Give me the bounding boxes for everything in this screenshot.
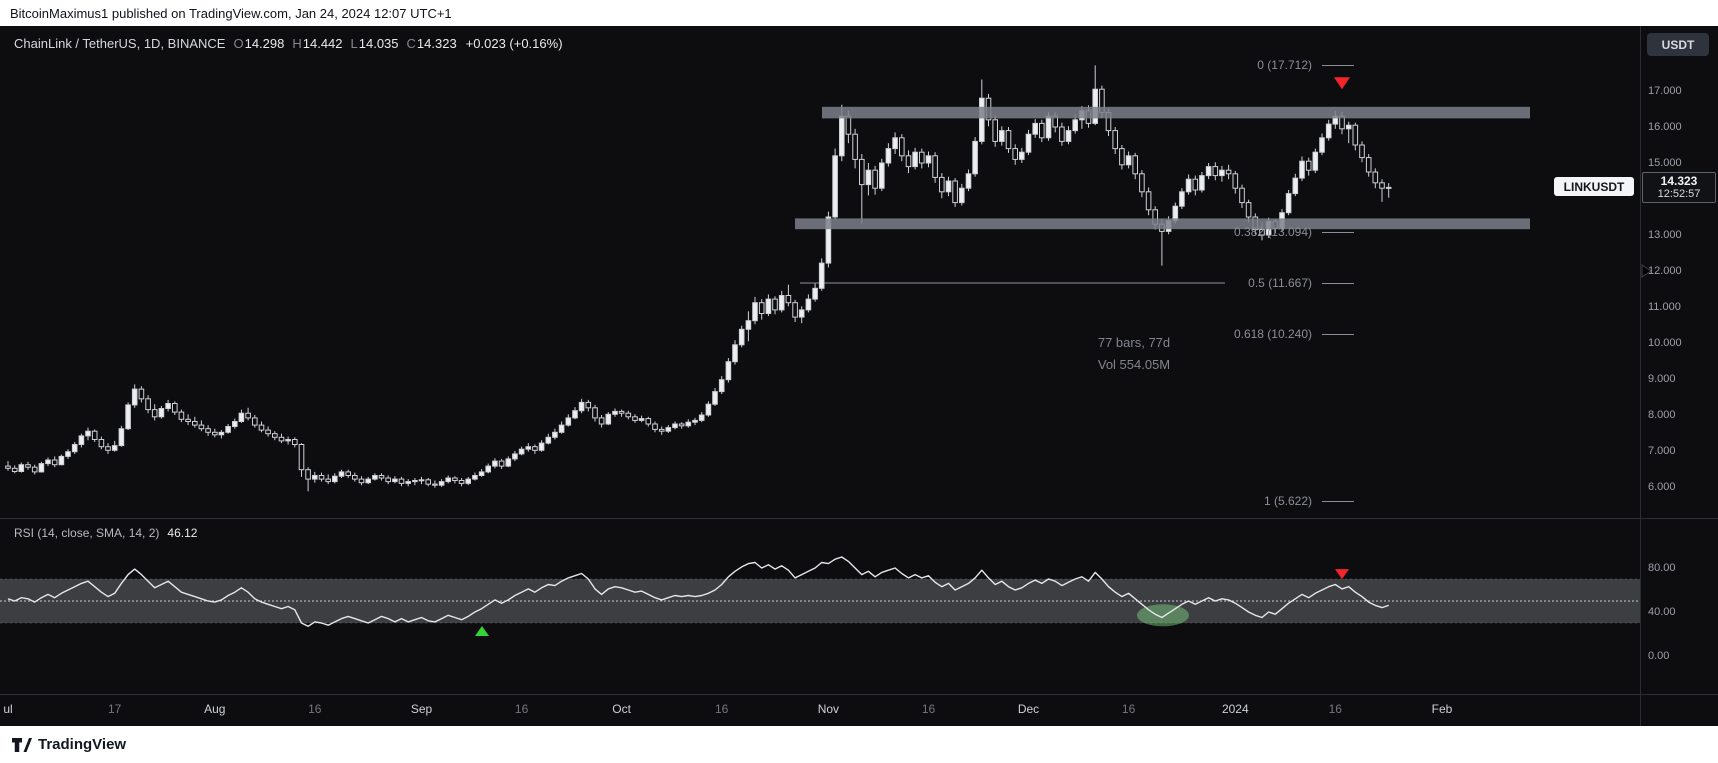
attribution-text: BitcoinMaximus1 published on TradingView… [10,5,452,21]
rsi-tick: 0.00 [1648,650,1670,662]
currency-toggle-button[interactable]: USDT [1647,33,1709,56]
rsi-buy-arrow[interactable] [475,626,489,636]
chart-canvas [0,26,1718,726]
tradingview-logo-icon [12,737,32,752]
time-axis-label: 16 [514,702,529,716]
price-axis-arrow-marker[interactable] [1641,264,1652,278]
time-axis[interactable]: ul 17 Aug 16 Sep 16 Oct 16 Nov 16 Dec 16 2024 16 Feb [0,694,1718,726]
time-axis-label: 16 [1121,702,1136,716]
footer-bar: TradingView [0,726,1718,763]
tradingview-brand-link[interactable]: TradingView [12,736,126,753]
price-tick: 13.000 [1648,229,1682,241]
time-axis-label: Feb [1431,702,1453,716]
time-axis-label: 16 [1328,702,1342,716]
price-tick: 8.000 [1648,409,1676,421]
price-tick: 6.000 [1648,481,1676,493]
tradingview-brand-text: TradingView [38,736,127,753]
sell-signal-marker[interactable] [1334,77,1350,90]
resistance-zone[interactable] [822,106,1530,119]
rsi-highlight-ellipse[interactable] [1137,604,1189,627]
last-price-label: 14.323 12:52:57 [1642,172,1716,203]
ohlc-open-key: O [233,36,244,51]
time-axis-label: Aug [204,702,226,716]
attribution-bar: BitcoinMaximus1 published on TradingView… [0,0,1718,26]
rsi-line [7,556,1389,627]
rsi-sell-arrow[interactable] [1335,569,1349,580]
symbol-legend: ChainLink / TetherUS, 1D, BINANCE O14.298… [14,36,563,51]
last-price-value: 14.323 [1660,174,1698,188]
measure-bars-text: 77 bars, 77d [1097,335,1171,350]
time-axis-label: 16 [715,702,729,716]
rsi-tick: 40.00 [1648,606,1676,618]
ohlc-open-value: 14.298 [244,36,285,51]
price-tick: 16.000 [1648,121,1682,133]
measure-vol-text: Vol 554.05M [1097,357,1171,372]
ohlc-high-key: H [292,36,302,51]
price-change: +0.023 (+0.16%) [465,36,563,51]
time-axis-label: ul [3,702,13,716]
chart-stage: ChainLink / TetherUS, 1D, BINANCE O14.298… [0,26,1718,726]
ohlc-close-value: 14.323 [416,36,457,51]
ohlc-close-key: C [406,36,416,51]
measure-annotation[interactable]: 77 bars, 77d Vol 554.05M [1056,332,1212,376]
price-tick: 17.000 [1648,85,1682,97]
price-tick: 7.000 [1648,445,1676,457]
price-axis[interactable]: USDT 17.00016.00015.00014.00013.00012.00… [1640,26,1718,726]
rsi-tick: 80.00 [1648,562,1676,574]
rsi-indicator-title[interactable]: RSI (14, close, SMA, 14, 2) [14,526,160,540]
candlestick-series [5,65,1392,492]
price-tick: 10.000 [1648,337,1682,349]
ohlc-low-key: L [350,36,358,51]
price-tick: 15.000 [1648,157,1682,169]
time-axis-label: 2024 [1221,702,1249,716]
rsi-value: 46.12 [167,526,198,540]
time-axis-label: Oct [612,702,631,716]
price-tick: 11.000 [1648,301,1681,313]
time-axis-label: 16 [921,702,936,716]
price-tick: 9.000 [1648,373,1676,385]
rsi-legend: RSI (14, close, SMA, 14, 2) 46.12 [14,526,197,540]
time-axis-label: Dec [1017,702,1040,716]
price-tick: 12.000 [1648,265,1682,277]
time-axis-label: Nov [817,702,840,716]
time-axis-label: 17 [108,702,122,716]
ohlc-low-value: 14.035 [358,36,399,51]
time-axis-label: 16 [308,702,322,716]
ohlc-high-value: 14.442 [302,36,343,51]
resistance-zone[interactable] [795,218,1530,230]
bar-countdown: 12:52:57 [1657,188,1701,200]
time-axis-label: Sep [410,702,433,716]
symbol-title[interactable]: ChainLink / TetherUS, 1D, BINANCE [14,36,226,51]
symbol-price-tag: LINKUSDT [1554,177,1634,196]
